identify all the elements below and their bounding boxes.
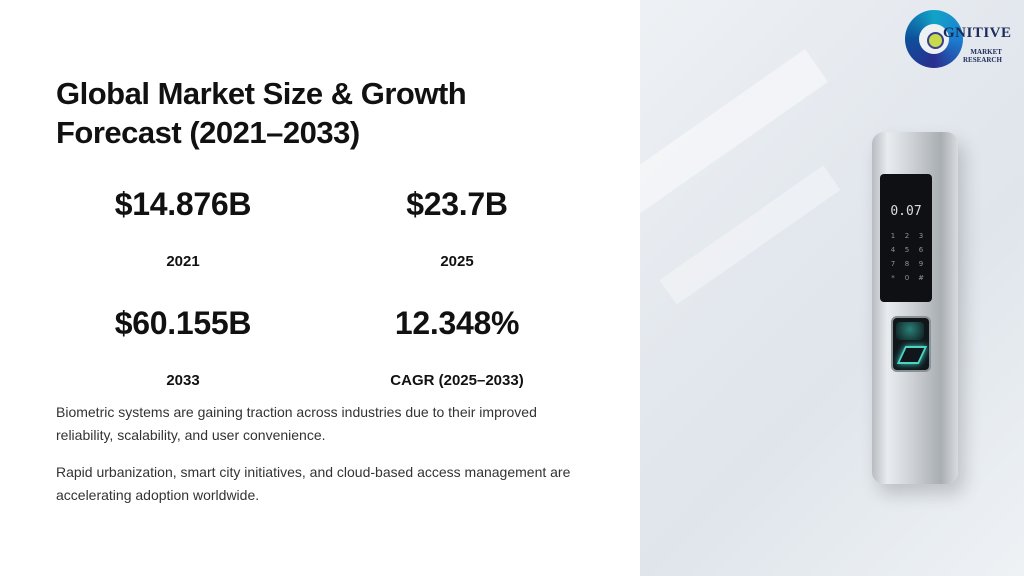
stat-value: $14.876B: [114, 186, 252, 222]
sensor-window: [896, 322, 924, 340]
logo-subtitle-line: RESEARCH: [963, 56, 1002, 64]
keypad-key: *: [891, 274, 895, 282]
keypad-key: 5: [904, 246, 910, 254]
keypad-key: 6: [918, 246, 924, 254]
logo-subtitle-line: MARKET: [970, 48, 1002, 56]
stat-2021: $14.876B 2021: [63, 186, 303, 270]
keypad-key: 3: [918, 232, 924, 240]
keypad-grid: 1 2 3 4 5 6 7 8 9 * 0 #: [886, 232, 928, 282]
keypad-key: #: [918, 274, 924, 282]
keypad-screen: 0.07 1 2 3 4 5 6 7 8 9 * 0 #: [880, 174, 932, 302]
smart-lock-device: 0.07 1 2 3 4 5 6 7 8 9 * 0 #: [872, 132, 958, 484]
fingerprint-icon: [896, 346, 928, 364]
keypad-key: 4: [890, 246, 896, 254]
slide-title: Global Market Size & Growth Forecast (20…: [56, 76, 467, 150]
keypad-key: 0: [904, 274, 910, 282]
company-logo: GNITIVE MARKET RESEARCH: [905, 10, 1015, 72]
stat-value: $23.7B: [406, 186, 508, 222]
fingerprint-sensor: [891, 316, 931, 372]
keypad-key: 9: [918, 260, 924, 268]
paragraph-traction: Biometric systems are gaining traction a…: [56, 404, 537, 443]
keypad-key: 7: [890, 260, 896, 268]
keypad-key: 1: [890, 232, 896, 240]
light-streak: [659, 165, 841, 305]
stat-2025: $23.7B 2025: [337, 186, 577, 270]
keypad-key: 2: [904, 232, 910, 240]
stat-label: 2033: [166, 372, 200, 389]
paragraph-urbanization: Rapid urbanization, smart city initiativ…: [56, 464, 571, 503]
content-panel: Global Market Size & Growth Forecast (20…: [56, 76, 577, 503]
keypad-key: 8: [904, 260, 910, 268]
stat-cagr: 12.348% CAGR (2025–2033): [337, 305, 577, 389]
stat-label: 2025: [440, 253, 474, 270]
stat-label: 2021: [166, 253, 200, 270]
stat-value: $60.155B: [114, 305, 252, 341]
stat-2033: $60.155B 2033: [63, 305, 303, 389]
logo-subtitle: MARKET RESEARCH: [963, 48, 1002, 64]
stat-label: CAGR (2025–2033): [390, 372, 524, 389]
stat-value: 12.348%: [394, 305, 520, 341]
keypad-display: 0.07: [890, 204, 922, 219]
product-image-panel: 0.07 1 2 3 4 5 6 7 8 9 * 0 #: [640, 0, 1024, 576]
logo-wordmark: GNITIVE: [943, 25, 1012, 41]
logo-dot-icon: [927, 32, 944, 49]
